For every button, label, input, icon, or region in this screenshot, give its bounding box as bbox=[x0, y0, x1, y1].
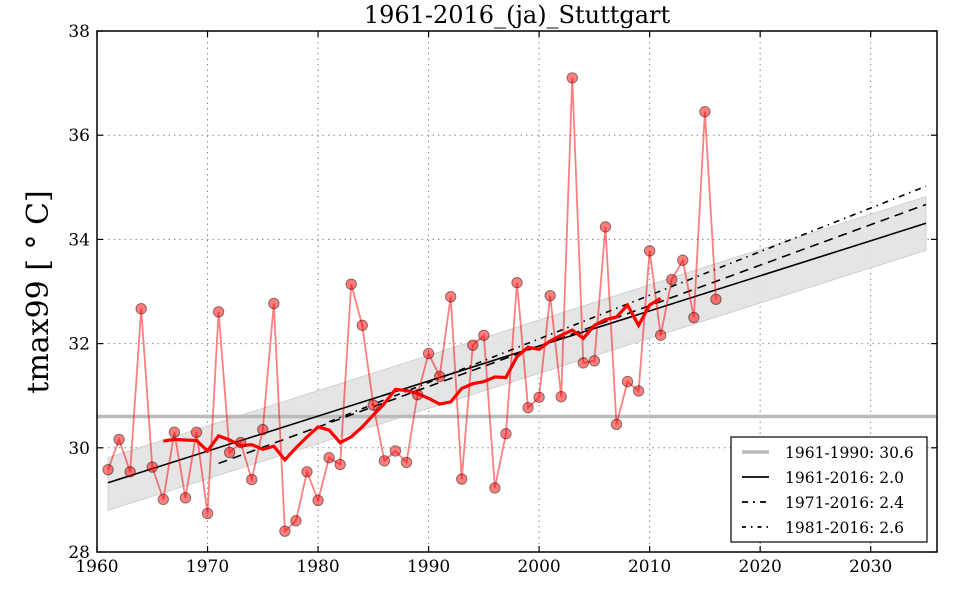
data-point bbox=[301, 466, 313, 478]
data-point bbox=[533, 391, 545, 403]
data-point bbox=[621, 375, 634, 388]
plot-frame bbox=[96, 30, 938, 553]
x-tick-label: 1980 bbox=[296, 557, 339, 577]
y-axis-label: tmax99 [ ° C] bbox=[21, 190, 56, 393]
data-point bbox=[422, 347, 435, 360]
y-tick-label: 32 bbox=[68, 335, 90, 355]
legend-label: 1971-2016: 2.4 bbox=[785, 494, 904, 512]
data-point bbox=[367, 399, 380, 411]
x-tick-label: 1970 bbox=[186, 557, 229, 577]
annual-series bbox=[107, 77, 717, 534]
data-point bbox=[411, 388, 424, 401]
data-point bbox=[201, 507, 214, 520]
data-point bbox=[168, 426, 181, 438]
data-point bbox=[102, 463, 114, 476]
data-point bbox=[544, 289, 556, 302]
data-point bbox=[268, 297, 280, 310]
data-point bbox=[566, 72, 578, 84]
data-point bbox=[157, 493, 170, 506]
data-point bbox=[279, 525, 291, 537]
data-point bbox=[610, 418, 623, 431]
data-point bbox=[135, 302, 147, 315]
data-point bbox=[643, 245, 656, 257]
data-point bbox=[632, 385, 645, 397]
data-point bbox=[511, 276, 523, 289]
legend: 1961-1990: 30.6 1961-2016: 2.0 1971-2016: … bbox=[730, 436, 928, 543]
data-point bbox=[345, 278, 357, 290]
data-point bbox=[257, 423, 269, 436]
data-point bbox=[212, 306, 225, 318]
x-tick-label: 2000 bbox=[517, 557, 560, 577]
data-point bbox=[146, 461, 158, 473]
data-point bbox=[190, 426, 203, 438]
data-point bbox=[378, 455, 391, 467]
data-point bbox=[456, 473, 468, 485]
data-point bbox=[467, 339, 479, 351]
trend-line-dashed bbox=[218, 203, 927, 465]
y-tick-label: 36 bbox=[68, 126, 90, 146]
legend-label: 1981-2016: 2.6 bbox=[785, 519, 904, 537]
data-point bbox=[389, 445, 402, 457]
y-tick-label: 30 bbox=[68, 439, 90, 459]
x-tick-label: 2030 bbox=[849, 557, 892, 577]
data-point bbox=[478, 329, 490, 341]
data-points bbox=[102, 72, 722, 537]
data-point bbox=[555, 391, 567, 403]
data-point bbox=[234, 436, 247, 449]
data-point bbox=[312, 494, 324, 507]
chart-title: 1961-2016_(ja)_Stuttgart bbox=[364, 1, 671, 29]
data-point bbox=[500, 428, 512, 440]
data-point bbox=[113, 433, 125, 446]
legend-label: 1961-1990: 30.6 bbox=[785, 444, 914, 462]
data-point bbox=[433, 370, 446, 383]
data-point bbox=[677, 254, 689, 266]
running-mean-line bbox=[163, 296, 662, 463]
data-point bbox=[688, 311, 700, 324]
data-point bbox=[323, 451, 335, 464]
data-point bbox=[654, 329, 667, 341]
data-point bbox=[666, 273, 678, 286]
data-point bbox=[699, 106, 711, 118]
y-tick-label: 28 bbox=[68, 543, 90, 563]
data-point bbox=[710, 293, 722, 306]
data-point bbox=[577, 357, 590, 369]
data-point bbox=[179, 492, 192, 504]
data-point bbox=[444, 291, 457, 303]
x-tick-label: 2020 bbox=[739, 557, 782, 577]
y-tick-label: 38 bbox=[68, 22, 90, 42]
x-tick-label: 2010 bbox=[628, 557, 671, 577]
data-point bbox=[334, 458, 346, 471]
x-tick-label: 1990 bbox=[407, 557, 450, 577]
data-point bbox=[223, 446, 236, 459]
data-point bbox=[290, 515, 302, 527]
data-point bbox=[522, 401, 534, 414]
legend-label: 1961-2016: 2.0 bbox=[785, 469, 904, 487]
data-point bbox=[400, 456, 413, 469]
data-point bbox=[124, 466, 136, 478]
data-point bbox=[489, 482, 501, 494]
x-tick-label: 1960 bbox=[75, 557, 118, 577]
data-point bbox=[246, 473, 258, 486]
data-point bbox=[356, 319, 368, 332]
data-point bbox=[588, 355, 601, 367]
data-point bbox=[599, 221, 612, 233]
y-tick-label: 34 bbox=[68, 230, 90, 250]
axes: 1960 1970 1980 1990 2000 2010 2020 2030 28 30 32 34… bbox=[68, 22, 937, 577]
annual-series-line bbox=[107, 77, 717, 534]
legend-box bbox=[730, 436, 928, 543]
running-mean bbox=[163, 296, 662, 463]
